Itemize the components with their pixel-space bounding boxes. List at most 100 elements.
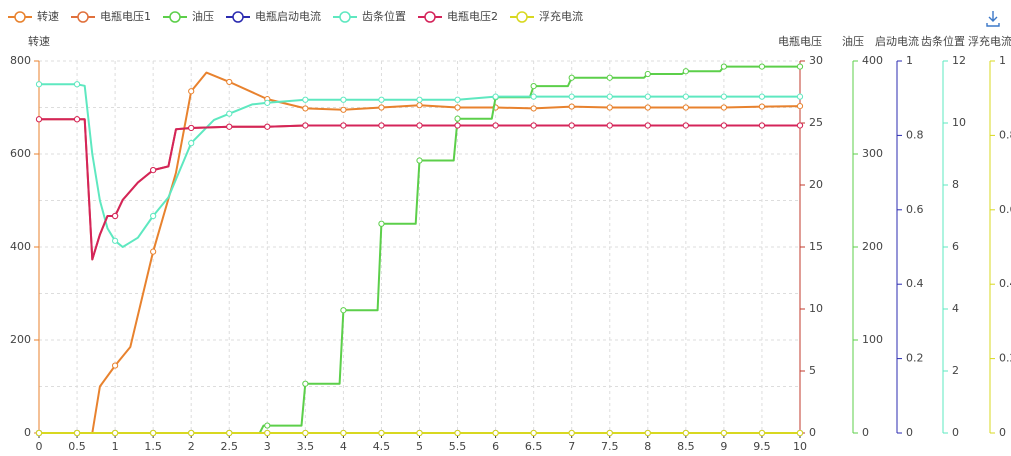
data-point bbox=[188, 140, 195, 147]
data-point bbox=[720, 104, 728, 111]
data-point bbox=[340, 429, 347, 437]
data-point bbox=[378, 220, 385, 227]
legend-marker bbox=[14, 11, 26, 23]
x-tick-label: 5 bbox=[416, 440, 423, 453]
y-tick-label: 200 bbox=[10, 333, 31, 346]
data-point bbox=[264, 422, 271, 429]
data-point bbox=[606, 122, 613, 129]
data-point bbox=[226, 429, 233, 437]
data-point bbox=[340, 96, 347, 103]
x-tick-label: 4.5 bbox=[373, 440, 391, 453]
y-tick-label: 0.2 bbox=[906, 352, 924, 365]
y-tick-label: 0.6 bbox=[906, 203, 924, 216]
data-point bbox=[758, 63, 766, 70]
y-tick-label: 12 bbox=[952, 54, 966, 67]
data-point bbox=[340, 106, 347, 113]
y-tick-label: 0.6 bbox=[999, 203, 1011, 216]
data-point bbox=[302, 105, 309, 112]
data-point bbox=[73, 116, 81, 123]
legend-item[interactable]: 油压 bbox=[163, 9, 214, 23]
y-tick-label: 5 bbox=[809, 364, 816, 377]
x-tick-label: 2 bbox=[188, 440, 195, 453]
y-axis-title: 齿条位置 bbox=[921, 34, 965, 48]
data-point bbox=[378, 429, 385, 437]
data-point bbox=[720, 63, 728, 70]
legend-marker bbox=[232, 11, 244, 23]
y-tick-label: 300 bbox=[862, 147, 883, 160]
y-tick-label: 4 bbox=[952, 302, 959, 315]
legend-label: 齿条位置 bbox=[362, 9, 406, 23]
legend-label: 电瓶电压1 bbox=[100, 9, 151, 23]
data-point bbox=[416, 429, 423, 437]
download-glyph bbox=[986, 11, 1000, 27]
y-tick-label: 200 bbox=[862, 240, 883, 253]
legend-item[interactable]: 电瓶启动电流 bbox=[226, 9, 321, 23]
y-tick-label: 25 bbox=[809, 116, 823, 129]
data-point bbox=[492, 122, 499, 129]
y-tick-label: 100 bbox=[862, 333, 883, 346]
data-point bbox=[150, 212, 157, 220]
y-tick-label: 1 bbox=[999, 54, 1006, 67]
data-point bbox=[568, 429, 575, 437]
data-point bbox=[682, 68, 689, 75]
data-point bbox=[112, 212, 119, 220]
y-tick-label: 0 bbox=[24, 426, 31, 439]
data-point bbox=[454, 429, 461, 437]
x-tick-label: 6 bbox=[492, 440, 499, 453]
data-point bbox=[340, 307, 347, 314]
data-point bbox=[720, 122, 728, 129]
y-axis-title: 电瓶电压 bbox=[778, 34, 822, 48]
legend-item[interactable]: 转速 bbox=[8, 9, 59, 23]
data-point bbox=[796, 93, 804, 100]
data-point bbox=[416, 122, 423, 129]
data-point bbox=[568, 103, 575, 110]
x-tick-label: 4 bbox=[340, 440, 347, 453]
data-point bbox=[416, 102, 423, 109]
x-tick-label: 10 bbox=[793, 440, 807, 453]
data-point bbox=[530, 83, 537, 90]
legend-marker bbox=[339, 11, 351, 23]
y-tick-label: 1 bbox=[906, 54, 913, 67]
data-point bbox=[606, 93, 613, 100]
data-point bbox=[35, 81, 43, 88]
y-tick-label: 0 bbox=[809, 426, 816, 439]
legend-item[interactable]: 齿条位置 bbox=[333, 9, 406, 23]
data-point bbox=[644, 93, 651, 100]
data-point bbox=[796, 63, 804, 70]
data-point bbox=[150, 429, 157, 437]
legend-marker bbox=[516, 11, 528, 23]
y-tick-label: 0.2 bbox=[999, 352, 1011, 365]
data-point bbox=[302, 96, 309, 103]
x-tick-label: 1.5 bbox=[144, 440, 162, 453]
data-point bbox=[758, 122, 766, 129]
data-point bbox=[568, 74, 575, 81]
data-point bbox=[226, 123, 233, 130]
data-point bbox=[758, 103, 766, 110]
data-point bbox=[682, 122, 689, 129]
data-point bbox=[758, 429, 766, 437]
data-point bbox=[796, 103, 804, 110]
legend-item[interactable]: 电瓶电压1 bbox=[71, 9, 151, 23]
data-point bbox=[758, 93, 766, 100]
series-line bbox=[39, 71, 801, 434]
legend-item[interactable]: 电瓶电压2 bbox=[418, 9, 498, 23]
data-point bbox=[796, 122, 804, 129]
data-point bbox=[644, 70, 651, 78]
data-point bbox=[416, 157, 423, 164]
y-tick-label: 0 bbox=[862, 426, 869, 439]
y-axis-title: 油压 bbox=[842, 34, 864, 48]
data-point bbox=[454, 96, 461, 103]
x-tick-label: 0 bbox=[36, 440, 43, 453]
data-point bbox=[492, 93, 499, 100]
legend-item[interactable]: 浮充电流 bbox=[510, 9, 583, 23]
y-tick-label: 400 bbox=[862, 54, 883, 67]
data-point bbox=[112, 237, 119, 244]
data-point bbox=[302, 380, 309, 387]
data-point bbox=[568, 93, 575, 100]
data-point bbox=[530, 429, 537, 437]
download-icon[interactable] bbox=[986, 11, 1000, 27]
data-point bbox=[530, 93, 537, 100]
legend-label: 转速 bbox=[37, 9, 59, 23]
x-tick-label: 6.5 bbox=[525, 440, 543, 453]
